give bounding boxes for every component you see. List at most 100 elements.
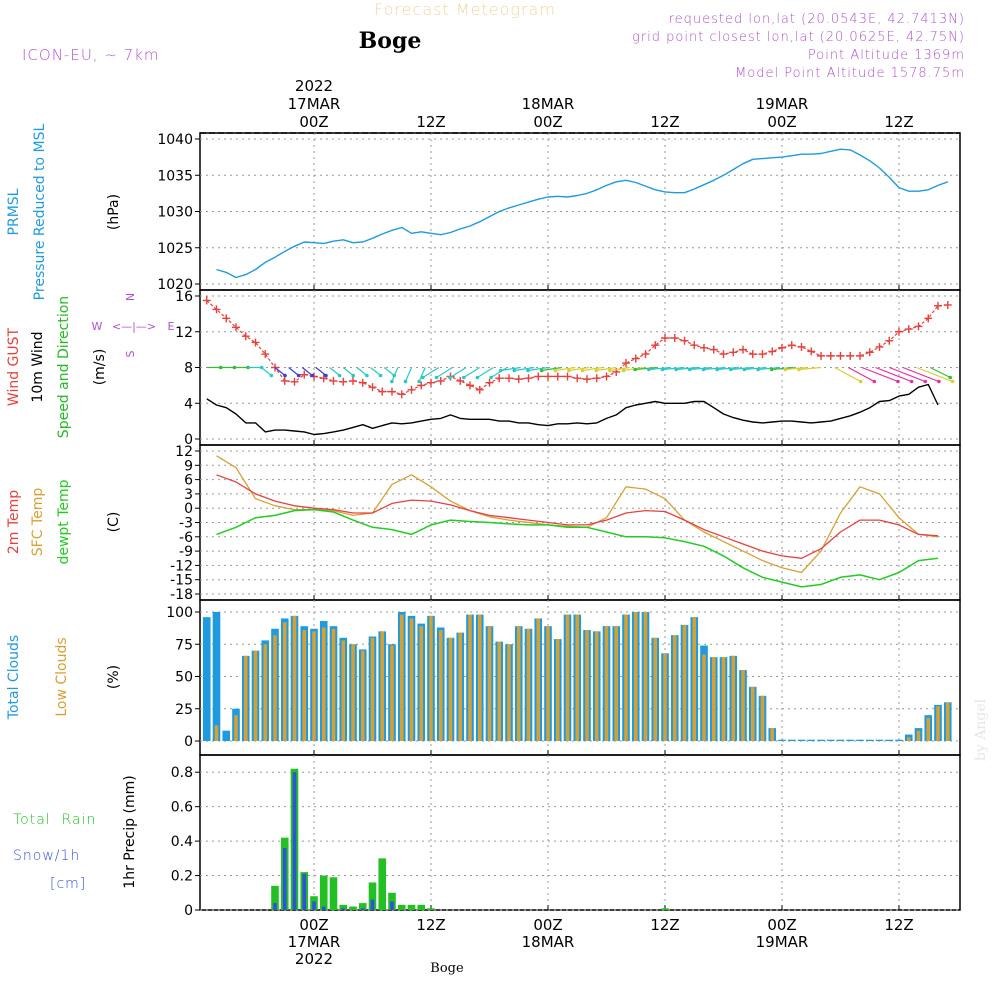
gust-marker (729, 348, 738, 357)
wind-arrow-head (310, 373, 315, 378)
precip-bar-snow (302, 873, 307, 910)
wind-arrow (383, 367, 395, 376)
wind-arrow-head (797, 367, 801, 372)
cloud-bar-total (895, 739, 903, 741)
time-label-bottom: 12Z (416, 916, 445, 934)
cloud-bar-total (817, 739, 825, 741)
wind-arrow-head (783, 367, 788, 372)
wind-arrow-head (701, 367, 706, 372)
ytick-label-clouds: 50 (175, 670, 193, 686)
cloud-bar-total (865, 739, 874, 741)
wind-arrow (500, 366, 521, 372)
wind-arrow (609, 366, 630, 372)
cloud-bar-low (565, 614, 570, 741)
ytick-label-temp: -15 (170, 573, 193, 589)
time-label-top: 18MAR (522, 95, 575, 113)
wind-arrow (514, 366, 535, 372)
wind-arrow (648, 366, 671, 371)
cloud-bar-low (351, 644, 355, 741)
wind-arrow-head (296, 373, 301, 378)
precip-bar-snow (282, 848, 287, 910)
gust-marker (261, 350, 270, 359)
wind-arrow-head (769, 367, 774, 372)
wind-arrow-head (324, 373, 328, 378)
gust-marker (524, 374, 533, 383)
legend-snow-unit: [cm] (50, 876, 86, 892)
wind-arrow (477, 366, 494, 379)
gust-marker (573, 374, 582, 383)
cloud-bar-low (263, 644, 268, 741)
cloud-bar-total (846, 739, 855, 741)
wind-arrow-head (858, 379, 863, 384)
gust-marker (436, 376, 445, 385)
cloud-bar-low (380, 631, 385, 741)
chart-layers: 1020 1025 1030 1035 1040 0 4 8 12 16 -18-15-12-9-6… (6, 77, 961, 968)
point-altitude: Point Altitude 1369m (808, 48, 965, 63)
wind-arrow (635, 366, 658, 371)
wind-arrow-head (351, 373, 356, 378)
gust-marker (397, 390, 406, 399)
wind-arrow-head (633, 367, 637, 372)
ylabel-clouds-1: Low Clouds (54, 637, 70, 716)
gust-marker (856, 351, 864, 360)
ylabel-temp-3: (C) (106, 512, 122, 533)
cloud-bar-low (741, 670, 745, 741)
cloud-bar-low (419, 626, 424, 741)
gust-marker (544, 372, 552, 381)
gust-marker (875, 342, 884, 351)
ytick-label-precip: 0 (184, 903, 193, 919)
wind-arrow (527, 366, 549, 372)
wind-arrow-head (608, 368, 612, 373)
precip-bar-rain (427, 908, 435, 910)
precip-bar-snow (321, 906, 326, 910)
ytick-label-temp: -9 (179, 544, 193, 560)
ytick-label-temp: -6 (179, 530, 193, 546)
gust-marker (505, 374, 513, 383)
cloud-bar-low (926, 717, 931, 741)
wind-arrow-head (526, 368, 530, 373)
ylabel-precip: 1hr Precip (mm) (122, 775, 138, 888)
wind-arrow (418, 367, 426, 382)
time-label-bottom: 2022 (295, 950, 333, 968)
wind-arrow-head (594, 368, 599, 373)
gust-marker (485, 378, 494, 387)
footer-location: Boge (430, 961, 464, 976)
forecast-meteogram-title: Forecast Meteogram (374, 0, 556, 19)
gust-marker (651, 341, 660, 350)
cloud-bar-low (614, 626, 619, 741)
wind-arrow (342, 367, 354, 376)
cloud-bar-low (477, 614, 482, 741)
cloud-bar-total (202, 617, 211, 741)
gust-marker (768, 347, 777, 356)
gust-marker (914, 322, 923, 331)
wind-arrow (798, 366, 822, 371)
cloud-bar-low (682, 624, 687, 741)
time-label-top: 00Z (767, 113, 796, 131)
cloud-bar-total (778, 739, 786, 741)
cloud-bar-low (633, 612, 638, 741)
wind-arrow (676, 366, 699, 371)
cloud-bar-low (409, 618, 414, 741)
gust-marker (232, 323, 240, 332)
time-label-top: 12Z (650, 113, 679, 131)
wind-arrow-head (660, 367, 665, 372)
cloud-bar-low (468, 614, 472, 741)
cloud-bar-total (212, 612, 221, 741)
requested-coords: requested lon,lat (20.0543E, 42.7413N) (669, 12, 965, 27)
gust-marker (329, 376, 338, 385)
cloud-bar-total (787, 739, 796, 741)
wind-arrow-head (421, 375, 425, 380)
ytick-label-precip: 0.4 (171, 834, 193, 850)
gust-marker (475, 385, 484, 394)
cloud-bar-low (448, 637, 453, 741)
cloud-bar-low (536, 618, 541, 741)
wind-arrow (730, 366, 753, 371)
cloud-bar-low (936, 706, 940, 741)
location-title: Boge (359, 28, 422, 54)
gust-marker (290, 377, 299, 386)
gust-marker (514, 375, 523, 384)
gust-marker (622, 359, 630, 368)
wind-direction-arrows (206, 365, 955, 384)
